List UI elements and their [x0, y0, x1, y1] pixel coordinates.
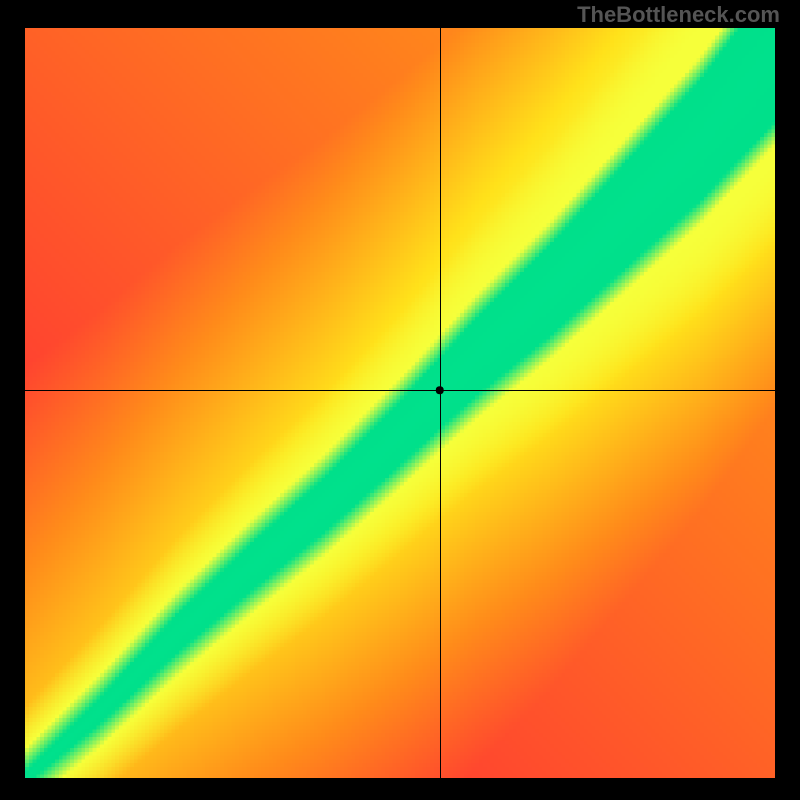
crosshair-overlay [25, 28, 775, 778]
chart-container: { "image": { "width": 800, "height": 800… [0, 0, 800, 800]
watermark-text: TheBottleneck.com [577, 2, 780, 28]
